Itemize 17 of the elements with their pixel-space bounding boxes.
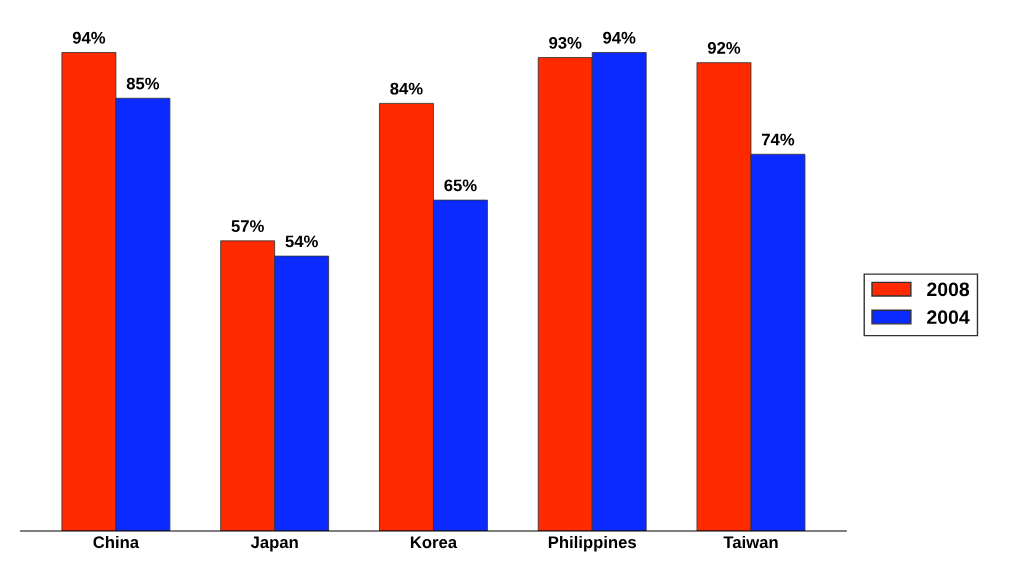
legend-label: 2004: [927, 310, 970, 325]
data-label: 85%: [126, 77, 160, 90]
x-tick-label: Japan: [250, 536, 298, 552]
x-tick-label: Taiwan: [723, 535, 778, 549]
data-label: 84%: [390, 82, 423, 95]
legend-label: 2008: [927, 282, 970, 297]
x-tick-label: China: [93, 535, 140, 549]
data-label: 94%: [72, 31, 106, 44]
data-label: 92%: [707, 42, 741, 54]
data-label: 94%: [603, 31, 636, 44]
data-label: 93%: [549, 36, 582, 49]
data-label: 57%: [231, 220, 264, 232]
x-tick-label: Philippines: [548, 535, 636, 552]
data-label: 74%: [762, 133, 795, 146]
data-label: 54%: [285, 235, 318, 248]
x-tick-label: Korea: [410, 536, 458, 549]
data-label: 65%: [444, 179, 477, 192]
